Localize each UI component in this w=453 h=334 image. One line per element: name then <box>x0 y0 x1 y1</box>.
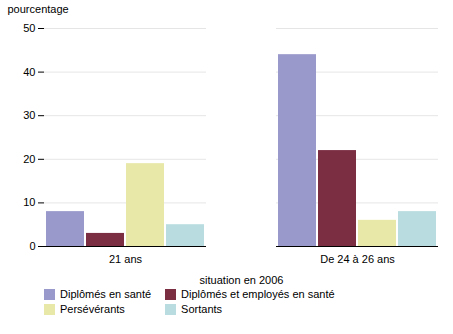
html-text:Diplômés en santé: Diplômés en santé <box>60 288 152 300</box>
svg-text:De 24 à 26 ans: De 24 à 26 ans <box>320 253 395 265</box>
svg-text:40: 40 <box>23 66 35 78</box>
svg-text:20: 20 <box>23 153 35 165</box>
svg-text:pourcentage: pourcentage <box>8 3 69 15</box>
svg-text:30: 30 <box>23 109 35 121</box>
svg-text:0: 0 <box>29 240 35 252</box>
html-text:Sortants: Sortants <box>181 303 223 315</box>
svg-text:situation en 2006: situation en 2006 <box>200 274 284 286</box>
html-text:Persévérants: Persévérants <box>60 303 125 315</box>
html-text:Diplômés et employés en santé: Diplômés et employés en santé <box>181 288 335 300</box>
svg-text:50: 50 <box>23 22 35 34</box>
svg-text:21 ans: 21 ans <box>109 253 143 265</box>
svg-text:10: 10 <box>23 196 35 208</box>
